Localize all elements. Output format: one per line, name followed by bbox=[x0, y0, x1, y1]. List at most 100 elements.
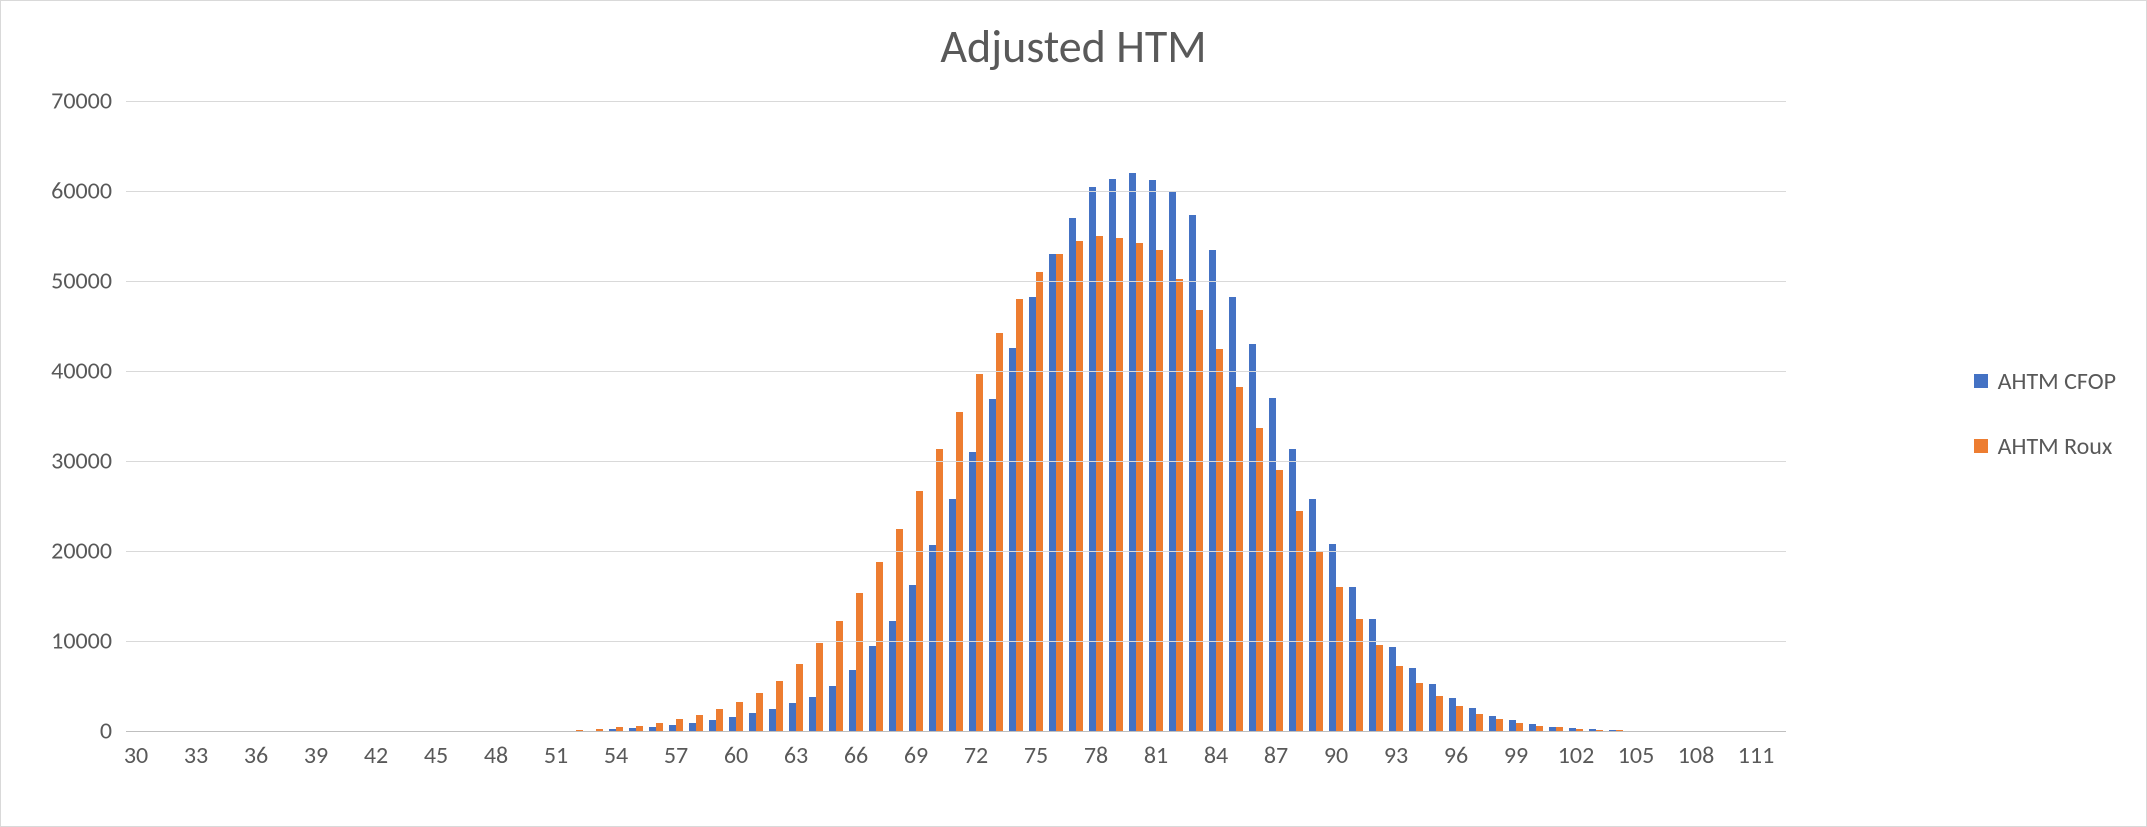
bar-cfop bbox=[1249, 344, 1256, 731]
bar-roux bbox=[1456, 706, 1463, 731]
bar-roux bbox=[1296, 511, 1303, 732]
legend: AHTM CFOP AHTM Roux bbox=[1974, 367, 2116, 461]
bar-cfop bbox=[1329, 544, 1336, 731]
bar-roux bbox=[976, 374, 983, 731]
legend-label-roux: AHTM Roux bbox=[1998, 432, 2113, 461]
xtick-label: 105 bbox=[1618, 731, 1655, 770]
bar-roux bbox=[776, 681, 783, 731]
xtick-label: 30 bbox=[124, 731, 148, 770]
bar-cfop bbox=[1409, 668, 1416, 731]
bar-cfop bbox=[909, 585, 916, 731]
xtick-label: 48 bbox=[484, 731, 508, 770]
ytick-label: 50000 bbox=[51, 267, 126, 296]
xtick-label: 108 bbox=[1678, 731, 1715, 770]
bars-layer bbox=[126, 101, 1786, 731]
bar-roux bbox=[876, 562, 883, 731]
bar-cfop bbox=[1109, 179, 1116, 731]
bar-cfop bbox=[689, 723, 696, 731]
bar-roux bbox=[896, 529, 903, 732]
bar-cfop bbox=[1009, 348, 1016, 731]
bar-cfop bbox=[729, 717, 736, 731]
bar-roux bbox=[1136, 243, 1143, 731]
bar-roux bbox=[1116, 238, 1123, 731]
bar-roux bbox=[936, 449, 943, 731]
legend-item-cfop: AHTM CFOP bbox=[1974, 367, 2116, 396]
bar-cfop bbox=[1049, 254, 1056, 731]
bar-roux bbox=[796, 664, 803, 732]
xtick-label: 78 bbox=[1084, 731, 1108, 770]
bar-cfop bbox=[1089, 187, 1096, 732]
bar-roux bbox=[1036, 272, 1043, 731]
xtick-label: 63 bbox=[784, 731, 808, 770]
bar-cfop bbox=[1309, 499, 1316, 731]
bar-roux bbox=[1516, 723, 1523, 731]
bar-cfop bbox=[1289, 449, 1296, 731]
bar-roux bbox=[1216, 349, 1223, 732]
bar-cfop bbox=[709, 720, 716, 731]
ytick-label: 60000 bbox=[51, 177, 126, 206]
xtick-label: 99 bbox=[1504, 731, 1528, 770]
xtick-label: 54 bbox=[604, 731, 628, 770]
bar-roux bbox=[656, 723, 663, 731]
xtick-label: 60 bbox=[724, 731, 748, 770]
bar-cfop bbox=[1029, 297, 1036, 731]
bar-cfop bbox=[989, 399, 996, 731]
ytick-label: 70000 bbox=[51, 87, 126, 116]
bar-cfop bbox=[1369, 619, 1376, 731]
bar-roux bbox=[736, 702, 743, 731]
bar-roux bbox=[1336, 587, 1343, 731]
chart-title: Adjusted HTM bbox=[1, 19, 2146, 75]
bar-cfop bbox=[749, 713, 756, 731]
bar-roux bbox=[1096, 236, 1103, 731]
bar-cfop bbox=[1509, 720, 1516, 731]
ytick-label: 20000 bbox=[51, 537, 126, 566]
gridline bbox=[126, 101, 1786, 102]
bar-cfop bbox=[929, 545, 936, 731]
ytick-label: 0 bbox=[100, 717, 126, 746]
bar-cfop bbox=[1229, 297, 1236, 731]
ytick-label: 10000 bbox=[51, 627, 126, 656]
bar-roux bbox=[1436, 696, 1443, 731]
bar-roux bbox=[916, 491, 923, 731]
bar-roux bbox=[1176, 279, 1183, 731]
ytick-label: 30000 bbox=[51, 447, 126, 476]
xtick-label: 69 bbox=[904, 731, 928, 770]
bar-cfop bbox=[1489, 716, 1496, 731]
xtick-label: 66 bbox=[844, 731, 868, 770]
xtick-label: 51 bbox=[544, 731, 568, 770]
bar-roux bbox=[1376, 645, 1383, 731]
bar-cfop bbox=[1209, 250, 1216, 732]
bar-roux bbox=[1056, 254, 1063, 731]
xtick-label: 72 bbox=[964, 731, 988, 770]
bar-roux bbox=[836, 621, 843, 731]
xtick-label: 102 bbox=[1558, 731, 1595, 770]
bar-roux bbox=[1236, 387, 1243, 731]
xtick-label: 81 bbox=[1144, 731, 1168, 770]
bar-roux bbox=[1196, 310, 1203, 731]
bar-roux bbox=[1016, 299, 1023, 731]
bar-roux bbox=[1256, 428, 1263, 731]
bar-roux bbox=[996, 333, 1003, 731]
bar-roux bbox=[696, 715, 703, 731]
bar-cfop bbox=[1149, 180, 1156, 731]
bar-cfop bbox=[1429, 684, 1436, 731]
xtick-label: 39 bbox=[304, 731, 328, 770]
xtick-label: 57 bbox=[664, 731, 688, 770]
bar-cfop bbox=[1189, 215, 1196, 731]
bar-cfop bbox=[1469, 708, 1476, 731]
gridline bbox=[126, 551, 1786, 552]
bar-cfop bbox=[809, 697, 816, 731]
xtick-label: 42 bbox=[364, 731, 388, 770]
bar-cfop bbox=[1529, 724, 1536, 731]
gridline bbox=[126, 371, 1786, 372]
xtick-label: 33 bbox=[184, 731, 208, 770]
bar-cfop bbox=[1449, 698, 1456, 731]
xtick-label: 111 bbox=[1738, 731, 1775, 770]
bar-roux bbox=[1416, 683, 1423, 731]
bar-roux bbox=[1076, 241, 1083, 732]
bar-roux bbox=[1276, 470, 1283, 731]
gridline bbox=[126, 191, 1786, 192]
bar-cfop bbox=[849, 670, 856, 731]
xtick-label: 45 bbox=[424, 731, 448, 770]
bar-cfop bbox=[769, 709, 776, 732]
